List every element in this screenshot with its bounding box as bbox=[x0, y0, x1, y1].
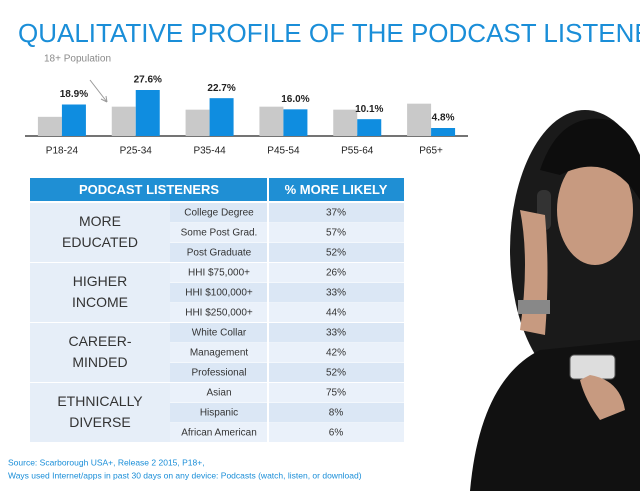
row-label: Asian bbox=[206, 388, 231, 399]
source-line: Source: Scarborough USA+, Release 2 2015… bbox=[8, 457, 205, 467]
row-label: HHI $250,000+ bbox=[185, 308, 253, 319]
row-bg bbox=[170, 263, 404, 283]
row-bg bbox=[170, 343, 404, 363]
table: PODCAST LISTENERS % MORE LIKELY MORE EDUCAT… bbox=[30, 178, 404, 444]
x-tick-label: P65+ bbox=[419, 146, 443, 157]
row-label: Some Post Grad. bbox=[181, 228, 258, 239]
row-label: College Degree bbox=[184, 208, 254, 219]
annotation: 18+ Population bbox=[44, 54, 111, 65]
row-value: 57% bbox=[326, 228, 346, 239]
row-value: 33% bbox=[326, 288, 346, 299]
row-value: 6% bbox=[329, 428, 344, 439]
table-header bbox=[30, 178, 404, 201]
bar bbox=[185, 109, 210, 136]
value-label: 16.0% bbox=[281, 94, 309, 105]
row-label: Professional bbox=[191, 368, 246, 379]
source-line: Ways used Internet/apps in past 30 days … bbox=[8, 470, 362, 480]
arrow-head bbox=[100, 95, 108, 103]
bar bbox=[283, 109, 308, 136]
bar bbox=[431, 128, 456, 136]
title: QUALITATIVE PROFILE OF THE PODCAST LISTE… bbox=[18, 18, 640, 48]
group-label: EDUCATED bbox=[62, 234, 138, 250]
row-value: 52% bbox=[326, 248, 346, 259]
x-tick-label: P55-64 bbox=[341, 146, 374, 157]
group-label: MINDED bbox=[72, 354, 127, 370]
bar bbox=[111, 106, 136, 136]
woman-photo bbox=[470, 110, 640, 491]
row-bg bbox=[170, 323, 404, 343]
annotation-arrow bbox=[89, 79, 108, 103]
x-tick-label: P45-54 bbox=[267, 146, 300, 157]
bar bbox=[357, 119, 382, 136]
row-bg bbox=[170, 363, 404, 383]
bar bbox=[135, 90, 160, 136]
row-value: 44% bbox=[326, 308, 346, 319]
x-tick-label: P25-34 bbox=[120, 146, 153, 157]
row-value: 75% bbox=[326, 388, 346, 399]
group-cell bbox=[30, 203, 170, 263]
header-cell: PODCAST LISTENERS bbox=[79, 182, 219, 197]
value-label: 18.9% bbox=[60, 89, 88, 100]
bar bbox=[407, 103, 432, 136]
row-value: 42% bbox=[326, 348, 346, 359]
bar bbox=[333, 109, 358, 136]
group-label: HIGHER bbox=[73, 273, 127, 289]
group-label: ETHNICALLY bbox=[57, 393, 143, 409]
row-label: Post Graduate bbox=[187, 248, 252, 259]
bar bbox=[37, 116, 62, 136]
value-label: 27.6% bbox=[134, 75, 162, 86]
group-label: DIVERSE bbox=[69, 414, 130, 430]
row-value: 26% bbox=[326, 268, 346, 279]
value-label: 4.8% bbox=[432, 113, 455, 124]
group-label: MORE bbox=[79, 213, 121, 229]
row-bg bbox=[170, 223, 404, 243]
row-value: 37% bbox=[326, 208, 346, 219]
row-value: 52% bbox=[326, 368, 346, 379]
x-tick-label: P35-44 bbox=[193, 146, 226, 157]
row-bg bbox=[170, 423, 404, 443]
bar bbox=[209, 98, 234, 136]
row-label: White Collar bbox=[192, 328, 247, 339]
bar bbox=[61, 104, 86, 136]
group-cell bbox=[30, 263, 170, 323]
group-cell bbox=[30, 383, 170, 443]
group-label: INCOME bbox=[72, 294, 128, 310]
row-value: 33% bbox=[326, 328, 346, 339]
row-bg bbox=[170, 303, 404, 323]
group-cell bbox=[30, 323, 170, 383]
row-label: HHI $75,000+ bbox=[188, 268, 250, 279]
row-bg bbox=[170, 383, 404, 403]
row-bg bbox=[170, 203, 404, 223]
value-label: 22.7% bbox=[207, 83, 235, 94]
row-label: Management bbox=[190, 348, 249, 359]
row-bg bbox=[170, 403, 404, 423]
value-label: 10.1% bbox=[355, 104, 383, 115]
row-label: Hispanic bbox=[200, 408, 238, 419]
row-bg bbox=[170, 243, 404, 263]
row-value: 8% bbox=[329, 408, 344, 419]
header-cell: % MORE LIKELY bbox=[285, 182, 388, 197]
x-tick-label: P18-24 bbox=[46, 146, 79, 157]
row-bg bbox=[170, 283, 404, 303]
bar-chart: 18.9% P18-24 27.6% P25-34 22.7% P35-44 16.0% P4… bbox=[37, 75, 456, 157]
row-label: HHI $100,000+ bbox=[185, 288, 253, 299]
group-label: CAREER- bbox=[68, 333, 131, 349]
bar bbox=[259, 106, 284, 136]
row-label: African American bbox=[181, 428, 257, 439]
